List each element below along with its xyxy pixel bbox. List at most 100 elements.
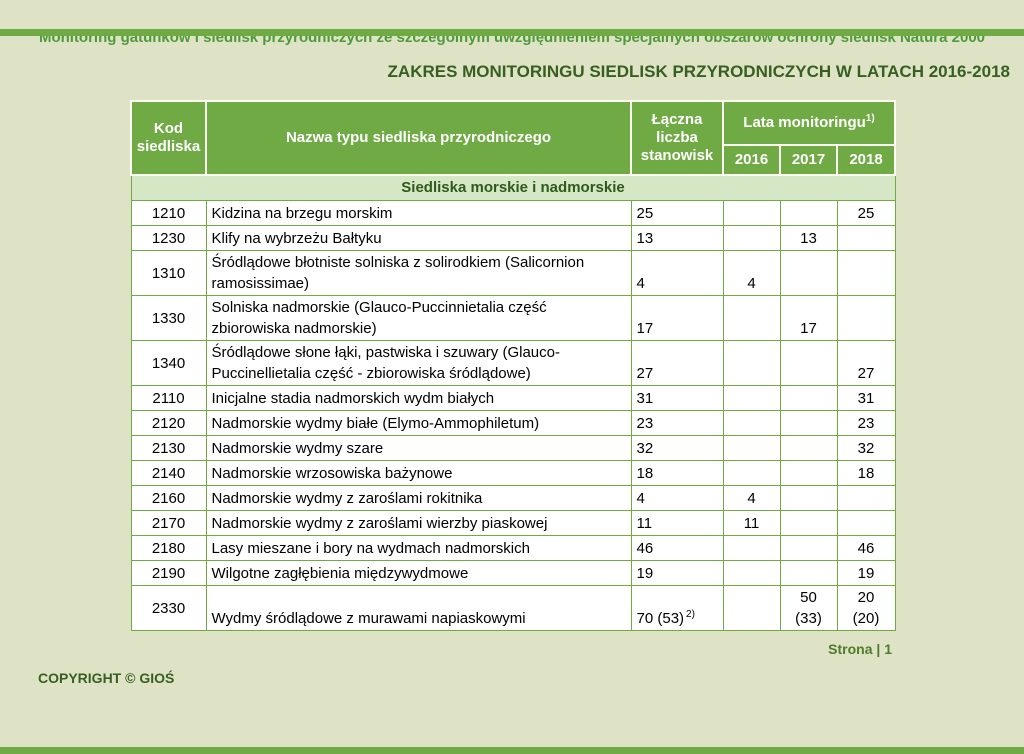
habitat-name: Inicjalne stadia nadmorskich wydm białyc… (205, 385, 632, 411)
page-number: Strona | 1 (828, 641, 892, 657)
footnote-marker-1: 1) (865, 113, 875, 124)
habitat-2016 (722, 585, 781, 631)
bottom-border-bar (0, 747, 1024, 754)
section-row: Siedliska morskie i nadmorskie (130, 174, 896, 201)
habitat-2017 (779, 250, 838, 296)
footnote-marker-2: 2) (686, 609, 695, 620)
habitat-2016 (722, 385, 781, 411)
table-row: 1310 Śródlądowe błotniste solniska z sol… (130, 250, 896, 296)
habitat-2016 (722, 560, 781, 586)
habitat-2016 (722, 435, 781, 461)
habitat-total: 17 (630, 295, 724, 341)
habitat-name: Nadmorskie wydmy białe (Elymo-Ammophilet… (205, 410, 632, 436)
habitat-total: 19 (630, 560, 724, 586)
habitat-total: 32 (630, 435, 724, 461)
habitat-2016: 4 (722, 250, 781, 296)
habitat-code: 2130 (130, 435, 207, 461)
habitat-name: Kidzina na brzegu morskim (205, 200, 632, 226)
habitat-total: 4 (630, 485, 724, 511)
table-row: 2140 Nadmorskie wrzosowiska bażynowe 18 … (130, 460, 896, 486)
habitat-monitoring-table: Kod siedliska Nazwa typu siedliska przyr… (130, 100, 897, 631)
habitat-name: Nadmorskie wydmy z zaroślami wierzby pia… (205, 510, 632, 536)
habitat-total: 46 (630, 535, 724, 561)
document-page: Monitoring gatunków i siedlisk przyrodni… (0, 29, 1024, 686)
habitat-name: Klify na wybrzeżu Bałtyku (205, 225, 632, 251)
habitat-2018 (836, 250, 896, 296)
table-header-row: Kod siedliska Nazwa typu siedliska przyr… (130, 100, 897, 176)
table-row: 2130 Nadmorskie wydmy szare 32 32 (130, 435, 896, 461)
habitat-code: 2180 (130, 535, 207, 561)
habitat-code: 2170 (130, 510, 207, 536)
habitat-2018 (836, 295, 896, 341)
habitat-name: Wilgotne zagłębienia międzywydmowe (205, 560, 632, 586)
habitat-name: Śródlądowe słone łąki, pastwiska i szuwa… (205, 340, 632, 386)
habitat-total-value: 70 (53) (636, 610, 685, 627)
habitat-2017 (779, 410, 838, 436)
habitat-2017: 13 (779, 225, 838, 251)
table-row: 1230 Klify na wybrzeżu Bałtyku 13 13 (130, 225, 896, 251)
habitat-2018: 18 (836, 460, 896, 486)
copyright-notice: COPYRIGHT © GIOŚ (38, 670, 175, 686)
habitat-2018: 19 (836, 560, 896, 586)
table-row: 2110 Inicjalne stadia nadmorskich wydm b… (130, 385, 896, 411)
col-header-total: Łączna liczba stanowisk (630, 100, 724, 176)
habitat-2016: 11 (722, 510, 781, 536)
habitat-2017 (779, 435, 838, 461)
habitat-total: 23 (630, 410, 724, 436)
habitat-code: 2120 (130, 410, 207, 436)
table-row: 1210 Kidzina na brzegu morskim 25 25 (130, 200, 896, 226)
habitat-2017: 50 (33) (779, 585, 838, 631)
habitat-code: 2110 (130, 385, 207, 411)
habitat-total: 31 (630, 385, 724, 411)
table-row: 2190 Wilgotne zagłębienia międzywydmowe … (130, 560, 896, 586)
habitat-2017: 17 (779, 295, 838, 341)
table-row: 1330 Solniska nadmorskie (Glauco-Puccinn… (130, 295, 896, 341)
habitat-name: Śródlądowe błotniste solniska z solirodk… (205, 250, 632, 296)
habitat-2017 (779, 340, 838, 386)
habitat-total: 70 (53) 2) (630, 585, 724, 631)
habitat-name: Nadmorskie wydmy z zaroślami rokitnika (205, 485, 632, 511)
section-header: Siedliska morskie i nadmorskie (130, 174, 896, 201)
habitat-name: Solniska nadmorskie (Glauco-Puccinnietal… (205, 295, 632, 341)
habitat-2018 (836, 510, 896, 536)
habitat-2016: 4 (722, 485, 781, 511)
habitat-2016 (722, 340, 781, 386)
habitat-code: 2330 (130, 585, 207, 631)
habitat-total: 18 (630, 460, 724, 486)
habitat-2018 (836, 225, 896, 251)
habitat-2016 (722, 460, 781, 486)
habitat-code: 1210 (130, 200, 207, 226)
document-subtitle: ZAKRES MONITORINGU SIEDLISK PRZYRODNICZY… (387, 62, 1010, 81)
top-border-bar (0, 29, 1024, 36)
habitat-2018: 32 (836, 435, 896, 461)
col-header-years-group: Lata monitoringu1) (721, 100, 897, 146)
table-row: 2160 Nadmorskie wydmy z zaroślami rokitn… (130, 485, 896, 511)
habitat-2017 (779, 200, 838, 226)
habitat-code: 1310 (130, 250, 207, 296)
habitat-code: 2140 (130, 460, 207, 486)
habitat-name: Nadmorskie wydmy szare (205, 435, 632, 461)
habitat-2018: 46 (836, 535, 896, 561)
col-header-2018: 2018 (835, 144, 897, 176)
habitat-code: 1330 (130, 295, 207, 341)
habitat-2017 (779, 460, 838, 486)
habitat-2016 (722, 535, 781, 561)
habitat-code: 2160 (130, 485, 207, 511)
habitat-2017 (779, 560, 838, 586)
habitat-2018: 25 (836, 200, 896, 226)
col-header-name: Nazwa typu siedliska przyrodniczego (205, 100, 632, 176)
table-row: 2170 Nadmorskie wydmy z zaroślami wierzb… (130, 510, 896, 536)
habitat-2017 (779, 385, 838, 411)
habitat-2018 (836, 485, 896, 511)
years-group-label: Lata monitoringu (743, 114, 866, 131)
habitat-2016 (722, 295, 781, 341)
habitat-2017 (779, 535, 838, 561)
habitat-total: 27 (630, 340, 724, 386)
habitat-code: 1230 (130, 225, 207, 251)
col-header-code: Kod siedliska (130, 100, 207, 176)
habitat-name: Wydmy śródlądowe z murawami napiaskowymi (205, 585, 632, 631)
habitat-total: 11 (630, 510, 724, 536)
habitat-name: Lasy mieszane i bory na wydmach nadmorsk… (205, 535, 632, 561)
table-row: 2330 Wydmy śródlądowe z murawami napiask… (130, 585, 896, 631)
habitat-code: 1340 (130, 340, 207, 386)
